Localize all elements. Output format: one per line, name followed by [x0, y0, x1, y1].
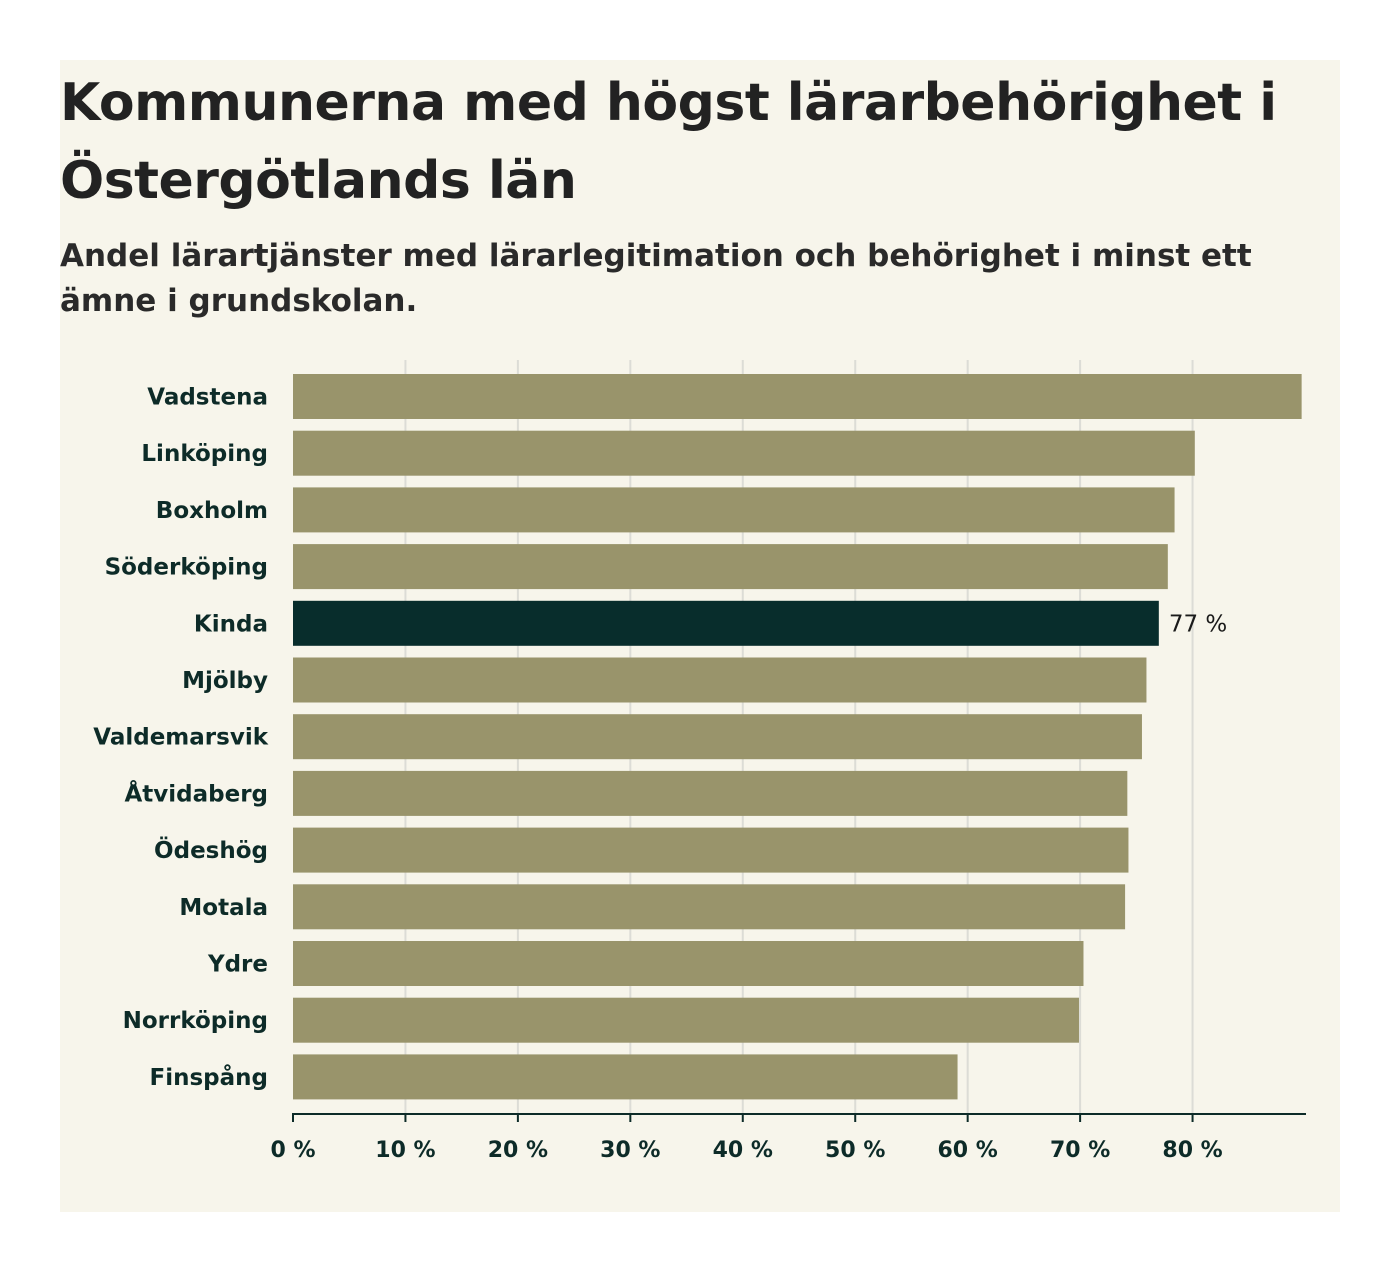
category-label: Ödeshög [154, 836, 268, 864]
x-tick-label: 10 % [375, 1138, 435, 1163]
category-label: Motala [179, 895, 268, 921]
category-label: Ydre [207, 952, 268, 978]
x-tick-label: 50 % [825, 1138, 885, 1163]
bar [293, 1054, 958, 1100]
bar [293, 430, 1195, 476]
x-tick-label: 70 % [1050, 1138, 1110, 1163]
category-label: Valdemarsvik [93, 725, 268, 751]
category-label: Söderköping [105, 555, 268, 581]
bar [293, 657, 1147, 703]
category-label: Vadstena [147, 385, 268, 411]
category-label: Kinda [194, 611, 268, 637]
bar [293, 941, 1084, 986]
category-label: Norrköping [123, 1008, 268, 1034]
category-label: Finspång [150, 1064, 268, 1091]
bar [293, 827, 1129, 873]
chart-title: Kommunerna med högst lärarbehörighet i Ö… [60, 73, 1277, 211]
bar [293, 487, 1175, 533]
chart-subtitle: Andel lärartjänster med lärarlegitimatio… [60, 238, 1252, 319]
x-tick-label: 60 % [938, 1138, 998, 1163]
category-label: Linköping [141, 441, 268, 467]
category-label: Mjölby [182, 668, 268, 694]
x-tick-label: 40 % [713, 1138, 773, 1163]
bar [293, 714, 1142, 760]
bar [293, 997, 1079, 1043]
bar [293, 884, 1126, 930]
x-tick-label: 80 % [1162, 1138, 1222, 1163]
category-label: Åtvidaberg [124, 779, 268, 807]
data-label: 77 % [1169, 611, 1227, 637]
category-label: Boxholm [156, 498, 268, 524]
bar [293, 544, 1168, 590]
bar [293, 374, 1302, 419]
x-tick-label: 20 % [488, 1138, 548, 1163]
x-tick-label: 30 % [600, 1138, 660, 1163]
x-tick-label: 0 % [270, 1138, 315, 1163]
bar [293, 770, 1128, 816]
bar-highlighted [293, 600, 1159, 646]
